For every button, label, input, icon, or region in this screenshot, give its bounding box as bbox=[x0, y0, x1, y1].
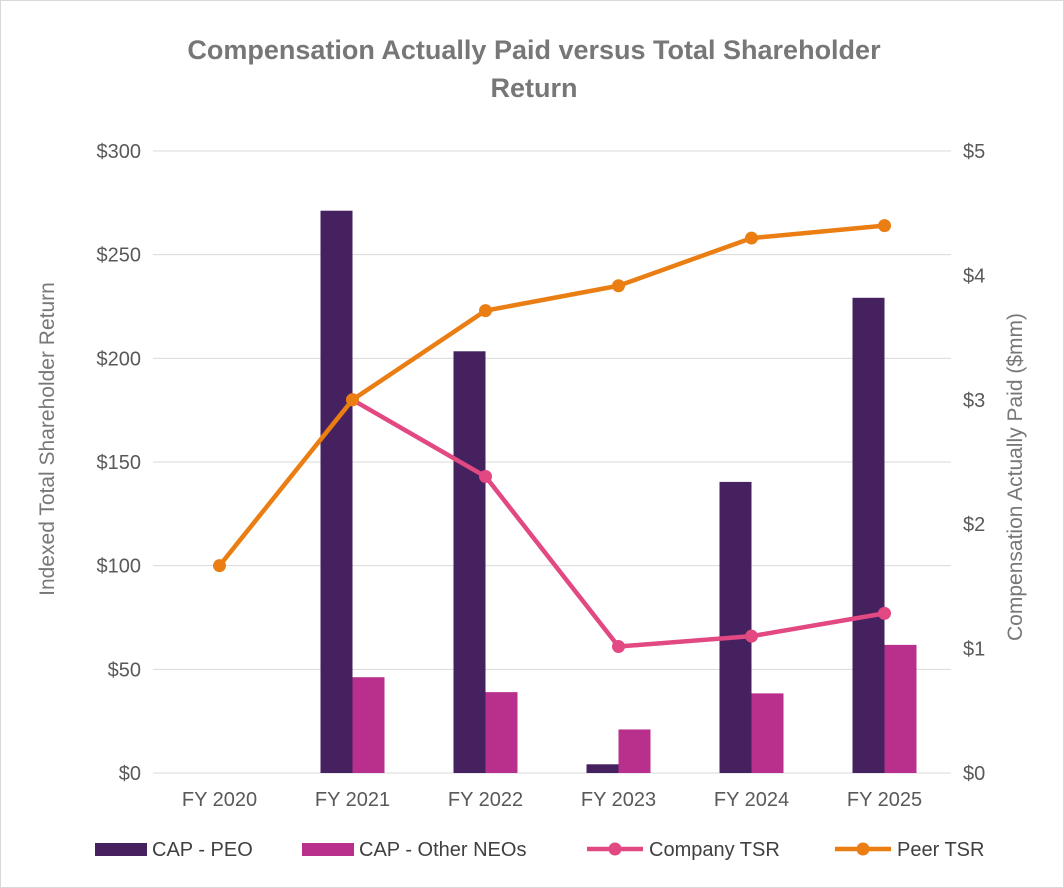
left-axis-title: Indexed Total Shareholder Return bbox=[36, 282, 59, 596]
x-tick-label: FY 2021 bbox=[315, 789, 390, 811]
bar-cap-other-neos bbox=[884, 644, 917, 773]
bar-cap-other-neos bbox=[485, 692, 518, 773]
left-tick-label: $150 bbox=[97, 452, 142, 474]
right-tick-label: $1 bbox=[963, 639, 985, 661]
legend-marker-company-tsr bbox=[608, 842, 622, 856]
bar-cap-other-neos bbox=[618, 729, 651, 773]
bar-cap-peo bbox=[852, 297, 885, 773]
line-company-tsr bbox=[350, 397, 887, 649]
left-tick-label: $100 bbox=[97, 556, 142, 578]
right-tick-label: $2 bbox=[963, 514, 985, 536]
legend-label-cap-other-neos: CAP - Other NEOs bbox=[359, 839, 526, 861]
bar-cap-peo bbox=[453, 351, 486, 773]
right-axis-title: Compensation Actually Paid ($mm) bbox=[1004, 313, 1027, 641]
right-tick-label: $0 bbox=[963, 763, 985, 785]
chart-title-line-1: Compensation Actually Paid versus Total … bbox=[187, 35, 881, 65]
marker-peer-tsr bbox=[346, 393, 359, 407]
legend-marker-peer-tsr bbox=[856, 842, 870, 856]
marker-peer-tsr bbox=[479, 304, 492, 318]
chart-title-line-2: Return bbox=[491, 73, 578, 103]
marker-peer-tsr bbox=[612, 279, 625, 293]
right-tick-label: $3 bbox=[963, 390, 985, 412]
bar-cap-peo bbox=[586, 764, 619, 773]
legend-swatch-cap-peo bbox=[95, 843, 147, 856]
marker-peer-tsr bbox=[213, 559, 226, 573]
marker-company-tsr bbox=[745, 629, 758, 643]
legend-swatch-cap-other-neos bbox=[302, 843, 354, 856]
left-tick-label: $200 bbox=[97, 348, 142, 370]
x-axis-ticks: FY 2020 FY 2021 FY 2022 FY 2023 FY 2024 FY 20… bbox=[182, 789, 922, 811]
x-tick-label: FY 2023 bbox=[581, 789, 656, 811]
x-tick-label: FY 2022 bbox=[448, 789, 523, 811]
marker-peer-tsr bbox=[878, 219, 891, 233]
legend-label-peer-tsr: Peer TSR bbox=[897, 839, 984, 861]
left-tick-label: $250 bbox=[97, 245, 142, 267]
right-axis-ticks: $0 $1 $2 $3 $4 $5 bbox=[963, 141, 985, 785]
bar-cap-peo bbox=[320, 210, 353, 773]
bar-cap-peo bbox=[719, 481, 752, 773]
bar-cap-other-neos bbox=[751, 693, 784, 773]
right-tick-label: $5 bbox=[963, 141, 985, 163]
x-tick-label: FY 2020 bbox=[182, 789, 257, 811]
bars bbox=[320, 210, 917, 773]
x-tick-label: FY 2025 bbox=[847, 789, 922, 811]
x-tick-label: FY 2024 bbox=[714, 789, 789, 811]
marker-company-tsr bbox=[479, 470, 492, 484]
gridlines bbox=[153, 150, 951, 774]
left-tick-label: $50 bbox=[108, 659, 141, 681]
lines bbox=[213, 219, 891, 654]
right-tick-label: $4 bbox=[963, 265, 985, 287]
marker-company-tsr bbox=[878, 606, 891, 620]
line-peer-tsr bbox=[217, 223, 887, 568]
left-axis-ticks: $0 $50 $100 $150 $200 $250 $300 bbox=[97, 141, 142, 785]
marker-company-tsr bbox=[612, 640, 625, 654]
bar-cap-other-neos bbox=[352, 677, 385, 773]
left-tick-label: $300 bbox=[97, 141, 142, 163]
marker-peer-tsr bbox=[745, 231, 758, 245]
legend-label-company-tsr: Company TSR bbox=[649, 839, 780, 861]
left-tick-label: $0 bbox=[119, 763, 141, 785]
legend-label-cap-peo: CAP - PEO bbox=[152, 839, 253, 861]
legend: CAP - PEO CAP - Other NEOs Company TSR Peer… bbox=[95, 839, 984, 861]
